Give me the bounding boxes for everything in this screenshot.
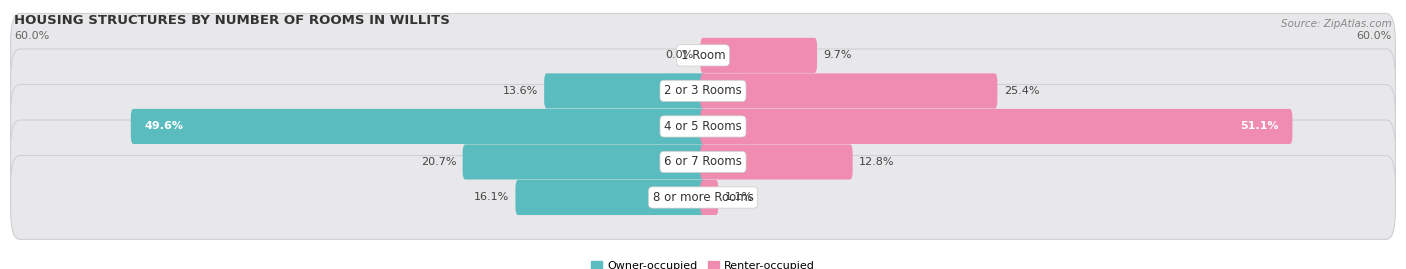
- FancyBboxPatch shape: [11, 13, 1395, 97]
- FancyBboxPatch shape: [516, 180, 706, 215]
- Text: 6 or 7 Rooms: 6 or 7 Rooms: [664, 155, 742, 168]
- Text: 0.0%: 0.0%: [665, 50, 693, 60]
- FancyBboxPatch shape: [11, 155, 1395, 239]
- FancyBboxPatch shape: [463, 144, 706, 179]
- Text: 25.4%: 25.4%: [1004, 86, 1039, 96]
- Text: 4 or 5 Rooms: 4 or 5 Rooms: [664, 120, 742, 133]
- Text: 60.0%: 60.0%: [1357, 31, 1392, 41]
- Text: 1 Room: 1 Room: [681, 49, 725, 62]
- Text: 49.6%: 49.6%: [145, 121, 184, 132]
- FancyBboxPatch shape: [131, 109, 706, 144]
- Text: 60.0%: 60.0%: [14, 31, 49, 41]
- Text: 2 or 3 Rooms: 2 or 3 Rooms: [664, 84, 742, 97]
- FancyBboxPatch shape: [700, 109, 1292, 144]
- Text: 1.1%: 1.1%: [725, 193, 754, 203]
- FancyBboxPatch shape: [11, 49, 1395, 133]
- FancyBboxPatch shape: [11, 84, 1395, 168]
- FancyBboxPatch shape: [700, 73, 997, 108]
- Text: 12.8%: 12.8%: [859, 157, 894, 167]
- FancyBboxPatch shape: [700, 144, 852, 179]
- FancyBboxPatch shape: [11, 120, 1395, 204]
- Text: 9.7%: 9.7%: [824, 50, 852, 60]
- FancyBboxPatch shape: [544, 73, 706, 108]
- Text: Source: ZipAtlas.com: Source: ZipAtlas.com: [1281, 19, 1392, 29]
- FancyBboxPatch shape: [700, 38, 817, 73]
- Text: 16.1%: 16.1%: [474, 193, 509, 203]
- Text: 51.1%: 51.1%: [1240, 121, 1278, 132]
- Text: 13.6%: 13.6%: [502, 86, 537, 96]
- Text: 20.7%: 20.7%: [420, 157, 456, 167]
- Text: 8 or more Rooms: 8 or more Rooms: [652, 191, 754, 204]
- Legend: Owner-occupied, Renter-occupied: Owner-occupied, Renter-occupied: [586, 256, 820, 269]
- FancyBboxPatch shape: [700, 180, 718, 215]
- Text: HOUSING STRUCTURES BY NUMBER OF ROOMS IN WILLITS: HOUSING STRUCTURES BY NUMBER OF ROOMS IN…: [14, 14, 450, 27]
